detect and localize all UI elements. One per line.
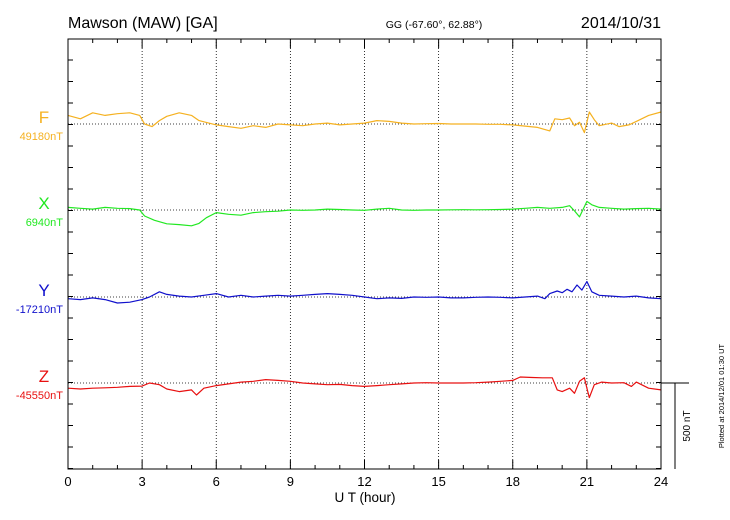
station-title: Mawson (MAW) [GA] xyxy=(68,15,218,32)
series-lines xyxy=(67,111,662,399)
x-tick-label: 21 xyxy=(580,474,594,489)
x-tick-label: 18 xyxy=(506,474,520,489)
baseline-value-f: 49180nT xyxy=(20,131,64,143)
x-tick-label: 6 xyxy=(213,474,220,489)
series-line-z xyxy=(67,376,662,399)
plot-frame xyxy=(67,38,662,470)
series-name-y: Y xyxy=(38,281,49,300)
x-tick-label: 9 xyxy=(287,474,294,489)
series-line-y xyxy=(67,280,662,304)
scale-bar: 500 nT xyxy=(661,382,693,469)
plotted-at-note: Plotted at 2014/12/01 01:30 UT xyxy=(717,343,726,448)
baseline-value-y: -17210nT xyxy=(16,304,63,316)
series-labels: F 49180nT X 6940nT Y -17210nT Z -45550nT xyxy=(16,108,63,402)
x-axis-label: U T (hour) xyxy=(334,490,395,505)
x-tick-label: 15 xyxy=(431,474,445,489)
x-tick-label: 24 xyxy=(654,474,668,489)
x-tick-label: 3 xyxy=(139,474,146,489)
baseline-value-z: -45550nT xyxy=(16,390,63,402)
grid-lines xyxy=(141,39,588,469)
x-tick-label: 0 xyxy=(64,474,71,489)
series-name-x: X xyxy=(38,194,49,213)
series-name-z: Z xyxy=(39,367,49,386)
scale-bar-label: 500 nT xyxy=(682,410,693,441)
coordinates-label: GG (-67.60°, 62.88°) xyxy=(386,19,483,31)
x-tick-label: 12 xyxy=(357,474,371,489)
date-label: 2014/10/31 xyxy=(581,15,661,32)
series-line-f xyxy=(67,111,662,134)
series-line-x xyxy=(67,200,662,227)
baseline-value-x: 6940nT xyxy=(26,217,64,229)
axis-ticks: 0 3 6 9 12 15 18 21 24 xyxy=(64,39,668,489)
series-name-f: F xyxy=(39,108,49,127)
